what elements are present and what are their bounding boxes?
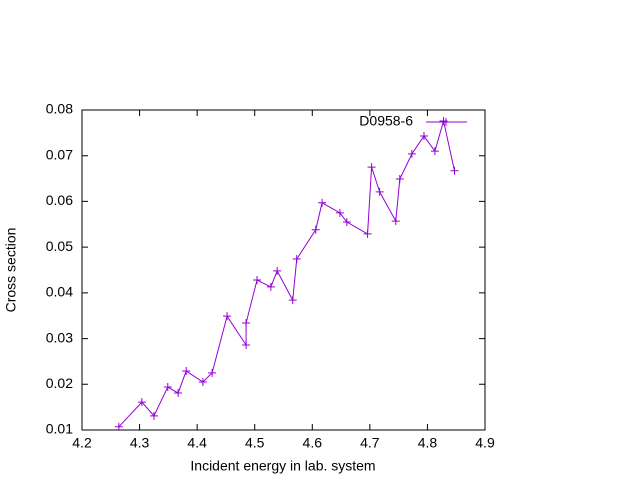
data-point xyxy=(311,225,320,234)
data-point xyxy=(292,255,301,264)
data-point xyxy=(253,276,262,285)
data-point xyxy=(335,208,344,217)
data-point xyxy=(198,378,207,386)
data-point xyxy=(114,422,123,431)
data-point xyxy=(266,282,275,291)
x-tick-label: 4.2 xyxy=(72,435,92,451)
data-point xyxy=(174,388,183,397)
y-tick-label: 0.02 xyxy=(46,375,73,391)
data-point xyxy=(288,296,297,305)
x-tick-label: 4.5 xyxy=(245,435,265,451)
y-tick-label: 0.01 xyxy=(46,421,73,437)
data-point xyxy=(395,175,404,184)
data-point xyxy=(342,218,351,226)
y-tick-label: 0.03 xyxy=(46,329,73,345)
data-point xyxy=(137,398,146,407)
y-tick-label: 0.06 xyxy=(46,192,73,208)
x-tick-label: 4.6 xyxy=(303,435,323,451)
data-point xyxy=(375,187,384,196)
data-point xyxy=(363,229,372,238)
data-point xyxy=(208,368,217,377)
data-point xyxy=(367,163,376,172)
legend-swatch xyxy=(426,118,467,126)
data-point xyxy=(273,266,282,275)
x-tick-label: 4.7 xyxy=(360,435,380,451)
legend-label: D0958-6 xyxy=(359,113,413,129)
data-line xyxy=(118,120,455,428)
y-tick-label: 0.05 xyxy=(46,238,73,254)
y-axis-label: Cross section xyxy=(3,228,19,313)
data-point xyxy=(318,198,327,207)
data-point xyxy=(407,149,416,158)
data-point xyxy=(419,132,428,141)
data-point xyxy=(182,367,191,376)
x-axis-label: Incident energy in lab. system xyxy=(190,458,375,474)
x-tick-label: 4.8 xyxy=(418,435,438,451)
x-tick-label: 4.3 xyxy=(130,435,150,451)
data-point xyxy=(223,312,232,321)
data-point xyxy=(450,166,459,175)
y-tick-label: 0.07 xyxy=(46,146,73,162)
x-tick-label: 4.4 xyxy=(187,435,207,451)
plot-frame xyxy=(81,109,486,431)
data-point xyxy=(242,319,251,328)
data-point xyxy=(163,383,172,392)
y-tick-label: 0.04 xyxy=(46,284,73,300)
data-point xyxy=(242,340,251,349)
x-tick-label: 4.9 xyxy=(475,435,495,451)
y-tick-label: 0.08 xyxy=(46,101,73,117)
data-point xyxy=(430,147,439,156)
data-point xyxy=(391,217,400,226)
data-point xyxy=(149,411,158,420)
